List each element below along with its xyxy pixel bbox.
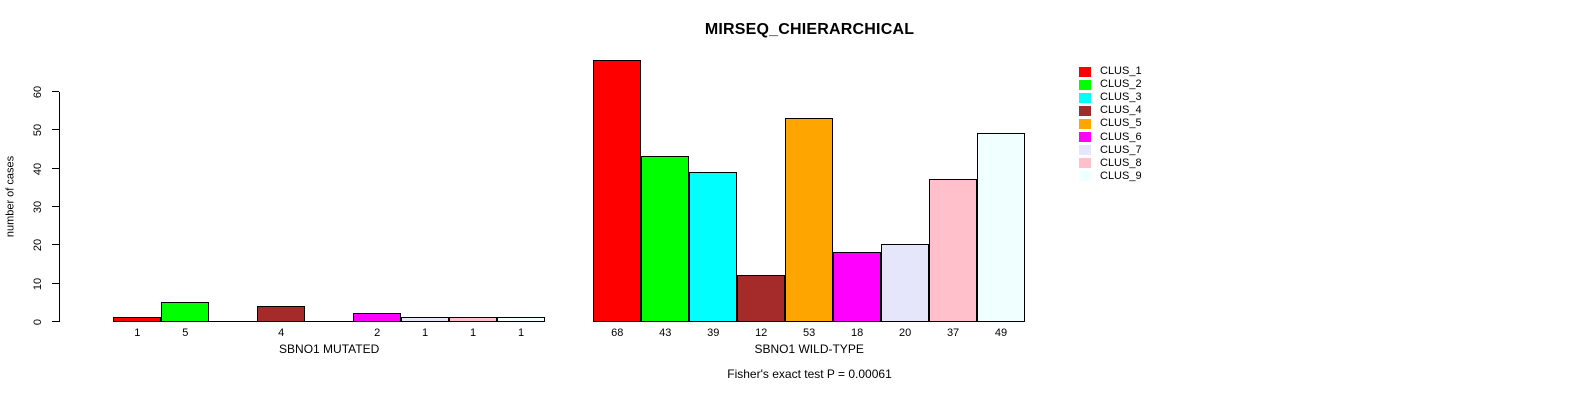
- legend-color-swatch: [1079, 158, 1091, 169]
- bar-clus-4: [257, 305, 306, 322]
- bar-value-label: 5: [182, 327, 189, 339]
- bar-clus-3: [689, 171, 738, 322]
- bar-value-label: 68: [611, 327, 624, 339]
- chart-title: MIRSEQ_CHIERARCHICAL: [704, 21, 915, 38]
- y-tick-label: 20: [32, 239, 44, 252]
- y-tick-mark: [52, 321, 59, 322]
- y-tick-mark: [52, 282, 59, 284]
- legend-item: CLUS_2: [1079, 78, 1142, 91]
- bar-clus-6: [353, 313, 402, 322]
- legend-item: CLUS_3: [1079, 91, 1142, 104]
- legend-item: CLUS_4: [1079, 104, 1142, 117]
- bar-value-label: 4: [278, 327, 285, 339]
- legend-item-label: CLUS_2: [1100, 78, 1142, 91]
- y-tick-label: 50: [32, 124, 44, 137]
- legend-color-swatch: [1079, 171, 1091, 182]
- group-baseline: [113, 321, 546, 322]
- legend-item-label: CLUS_4: [1100, 104, 1142, 117]
- bar-value-label: 39: [707, 327, 720, 339]
- legend-item: CLUS_7: [1079, 144, 1142, 157]
- legend-item: CLUS_6: [1079, 130, 1142, 143]
- y-tick-label: 30: [32, 200, 44, 214]
- bar-value-label: 1: [134, 327, 141, 339]
- legend-color-swatch: [1079, 132, 1091, 143]
- y-axis-line: [59, 92, 60, 322]
- legend: CLUS_1 CLUS_2 CLUS_3 CLUS_4 CLUS_5 CLUS_6 CLUS…: [1079, 65, 1142, 183]
- bar-clus-7: [401, 317, 450, 322]
- x-axis-group-label: SBNO1 WILD-TYPE: [754, 342, 864, 356]
- bar-clus-5: [785, 117, 834, 322]
- y-tick-label: 60: [32, 85, 44, 99]
- legend-item-label: CLUS_9: [1100, 169, 1142, 182]
- bar-value-label: 49: [994, 327, 1008, 339]
- bar-value-label: 1: [470, 327, 477, 339]
- legend-color-swatch: [1079, 118, 1091, 129]
- legend-item-label: CLUS_8: [1100, 156, 1142, 169]
- bar-value-label: 1: [422, 327, 429, 339]
- bar-clus-6: [833, 252, 882, 322]
- bar-value-label: 12: [755, 327, 768, 339]
- bar-value-label: 18: [851, 327, 864, 339]
- bar-clus-8: [449, 317, 498, 322]
- y-tick-mark: [52, 91, 59, 93]
- y-tick-label: 10: [32, 277, 44, 290]
- legend-item: CLUS_9: [1079, 170, 1142, 183]
- y-tick-label: 0: [32, 318, 44, 326]
- y-tick-mark: [52, 129, 59, 131]
- legend-item-label: CLUS_3: [1100, 91, 1142, 104]
- bar-clus-7: [881, 244, 930, 322]
- legend-item: CLUS_5: [1079, 117, 1142, 130]
- y-tick-mark: [52, 244, 59, 246]
- bar-clus-2: [641, 156, 690, 322]
- bar-clus-1: [113, 317, 162, 322]
- legend-item: CLUS_1: [1079, 65, 1142, 78]
- bar-value-label: 2: [374, 327, 381, 339]
- y-axis-title: number of cases: [4, 155, 17, 238]
- x-axis-group-label: SBNO1 MUTATED: [279, 342, 380, 356]
- y-tick-mark: [52, 206, 59, 207]
- bar-clus-2: [161, 301, 210, 322]
- legend-item: CLUS_8: [1079, 157, 1142, 170]
- legend-item-label: CLUS_7: [1100, 143, 1142, 156]
- legend-color-swatch: [1079, 145, 1091, 156]
- bar-clus-4: [737, 275, 786, 322]
- bar-value-label: 37: [946, 327, 960, 339]
- y-tick-mark: [52, 167, 59, 169]
- bar-value-label: 53: [803, 327, 816, 339]
- legend-color-swatch: [1079, 79, 1091, 90]
- legend-color-swatch: [1079, 66, 1091, 77]
- y-tick-label: 40: [32, 162, 44, 175]
- legend-color-swatch: [1079, 105, 1091, 116]
- bar-clus-8: [929, 179, 978, 322]
- legend-color-swatch: [1079, 92, 1091, 103]
- bar-value-label: 20: [898, 327, 912, 339]
- legend-item-label: CLUS_1: [1100, 65, 1142, 78]
- bar-value-label: 43: [659, 327, 672, 339]
- bar-clus-1: [593, 60, 642, 322]
- bar-clus-9: [497, 317, 546, 322]
- legend-item-label: CLUS_6: [1100, 130, 1142, 143]
- fisher-test-annotation: Fisher's exact test P = 0.00061: [727, 367, 892, 381]
- bar-clus-9: [977, 133, 1026, 322]
- legend-item-label: CLUS_5: [1100, 117, 1142, 130]
- bar-value-label: 1: [517, 327, 525, 339]
